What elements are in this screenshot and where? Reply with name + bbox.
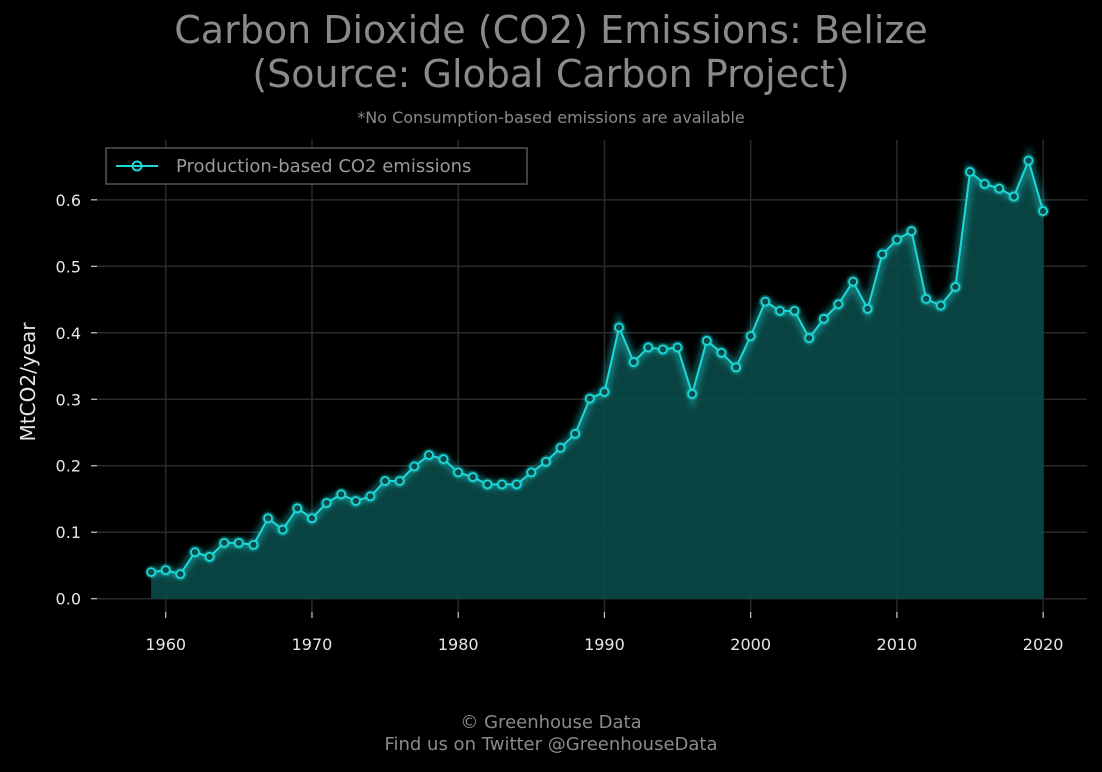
chart-title-line2: (Source: Global Carbon Project) <box>252 52 850 96</box>
legend-label: Production-based CO2 emissions <box>176 156 471 177</box>
data-point <box>350 496 361 506</box>
data-point <box>541 456 551 467</box>
x-tick-label: 2020 <box>1023 635 1064 654</box>
y-tick-label: 0.3 <box>56 390 81 409</box>
data-point <box>658 344 668 355</box>
data-point <box>599 387 610 397</box>
data-point <box>731 362 741 373</box>
data-point <box>614 322 624 333</box>
data-point <box>190 547 200 558</box>
data-point <box>848 276 858 287</box>
footer: © Greenhouse Data Find us on Twitter @Gr… <box>0 712 1102 756</box>
data-point <box>380 476 390 486</box>
series-area-fill <box>151 160 1044 599</box>
data-point <box>789 305 800 316</box>
data-point <box>716 347 727 358</box>
data-point <box>482 479 493 490</box>
data-point <box>701 335 712 346</box>
y-axis-label: MtCO2/year <box>16 322 40 442</box>
legend: Production-based CO2 emissions <box>105 147 528 185</box>
series-points <box>144 154 1050 581</box>
data-point <box>219 537 230 548</box>
data-point <box>1008 191 1019 202</box>
data-point <box>248 539 259 550</box>
data-point <box>862 303 873 314</box>
data-point <box>336 489 347 500</box>
footer-copyright: © Greenhouse Data <box>460 712 642 733</box>
data-point <box>467 472 478 482</box>
data-point <box>891 234 902 245</box>
data-point <box>292 503 303 514</box>
data-point <box>950 282 961 292</box>
x-tick-label: 1980 <box>438 635 479 654</box>
footer-twitter: Find us on Twitter @GreenhouseData <box>384 734 718 755</box>
data-point <box>321 498 332 508</box>
data-point <box>643 342 654 353</box>
x-tick-label: 1970 <box>292 635 333 654</box>
x-tick-label: 1960 <box>145 635 186 654</box>
y-tick-label: 0.2 <box>56 457 81 476</box>
data-point <box>1038 206 1049 217</box>
x-tick-label: 2010 <box>877 635 918 654</box>
x-tick-label: 2000 <box>730 635 771 654</box>
data-point <box>175 569 186 580</box>
data-point <box>672 342 683 353</box>
y-tick-label: 0.1 <box>56 523 81 542</box>
data-point <box>263 513 273 524</box>
data-point <box>833 299 844 310</box>
chart-title-line1: Carbon Dioxide (CO2) Emissions: Belize <box>174 8 928 52</box>
data-point <box>687 389 698 399</box>
data-point <box>877 249 888 260</box>
y-tick-label: 0.4 <box>56 324 81 343</box>
legend-marker-swatch <box>131 160 143 172</box>
data-point <box>438 454 449 464</box>
data-point <box>628 357 639 367</box>
chart-svg: 1960 1970 1980 1990 2000 2010 2020 0.0 0.1 0.2 0.3… <box>16 140 1087 654</box>
data-point <box>409 461 420 472</box>
data-point <box>453 467 464 478</box>
data-point <box>233 537 244 548</box>
data-point <box>804 333 815 344</box>
data-point <box>760 296 771 307</box>
data-point <box>555 442 566 453</box>
data-point <box>906 226 917 236</box>
data-point <box>965 167 975 177</box>
data-point <box>994 183 1005 194</box>
data-point <box>146 567 157 578</box>
y-tick-label: 0.6 <box>56 191 81 210</box>
legend-box <box>105 147 528 185</box>
chart-subtitle: *No Consumption-based emissions are avai… <box>357 108 745 127</box>
data-point <box>818 313 829 324</box>
data-point <box>394 476 405 486</box>
data-point <box>935 300 946 311</box>
chart-title: Carbon Dioxide (CO2) Emissions: Belize (… <box>0 8 1102 96</box>
data-point <box>979 178 990 189</box>
data-point <box>921 293 932 304</box>
data-point <box>365 491 376 502</box>
data-point <box>1023 155 1034 166</box>
data-point <box>424 450 434 461</box>
data-point <box>775 305 785 316</box>
data-point <box>497 479 507 490</box>
y-tick-label: 0.5 <box>56 257 81 276</box>
data-point <box>526 467 537 478</box>
data-point <box>511 479 522 490</box>
data-point <box>277 524 288 535</box>
data-point <box>160 565 171 576</box>
data-point <box>204 551 215 562</box>
y-tick-label: 0.0 <box>56 590 81 609</box>
data-point <box>584 393 595 404</box>
data-point <box>570 428 581 439</box>
axes: 1960 1970 1980 1990 2000 2010 2020 0.0 0.1 0.2 0.3… <box>56 191 1064 654</box>
data-point <box>745 331 756 342</box>
x-tick-label: 1990 <box>584 635 625 654</box>
data-point <box>307 513 317 524</box>
